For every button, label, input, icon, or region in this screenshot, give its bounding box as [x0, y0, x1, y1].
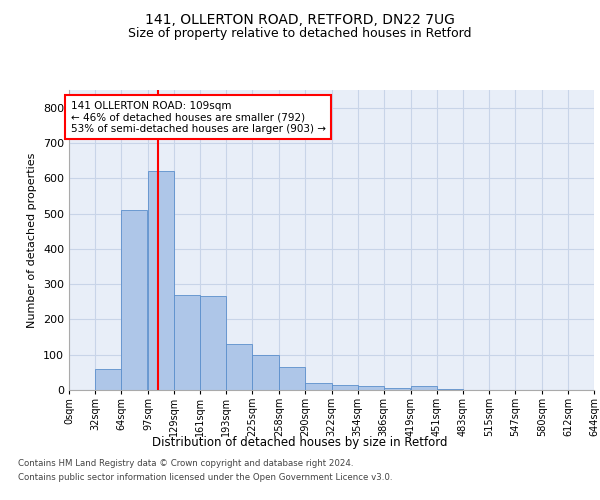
- Y-axis label: Number of detached properties: Number of detached properties: [28, 152, 37, 328]
- Bar: [410, 386, 437, 390]
- Bar: [383, 388, 410, 390]
- Text: Contains HM Land Registry data © Crown copyright and database right 2024.: Contains HM Land Registry data © Crown c…: [18, 458, 353, 468]
- Bar: [174, 294, 200, 390]
- Bar: [305, 383, 331, 390]
- Text: Size of property relative to detached houses in Retford: Size of property relative to detached ho…: [128, 28, 472, 40]
- Bar: [200, 296, 226, 390]
- Bar: [148, 171, 174, 390]
- Bar: [331, 384, 358, 390]
- Bar: [95, 369, 121, 390]
- Bar: [226, 344, 253, 390]
- Text: Contains public sector information licensed under the Open Government Licence v3: Contains public sector information licen…: [18, 474, 392, 482]
- Text: 141 OLLERTON ROAD: 109sqm
← 46% of detached houses are smaller (792)
53% of semi: 141 OLLERTON ROAD: 109sqm ← 46% of detac…: [71, 100, 326, 134]
- Text: 141, OLLERTON ROAD, RETFORD, DN22 7UG: 141, OLLERTON ROAD, RETFORD, DN22 7UG: [145, 12, 455, 26]
- Bar: [121, 210, 147, 390]
- Bar: [253, 354, 278, 390]
- Bar: [280, 367, 305, 390]
- Bar: [358, 386, 383, 390]
- Text: Distribution of detached houses by size in Retford: Distribution of detached houses by size …: [152, 436, 448, 449]
